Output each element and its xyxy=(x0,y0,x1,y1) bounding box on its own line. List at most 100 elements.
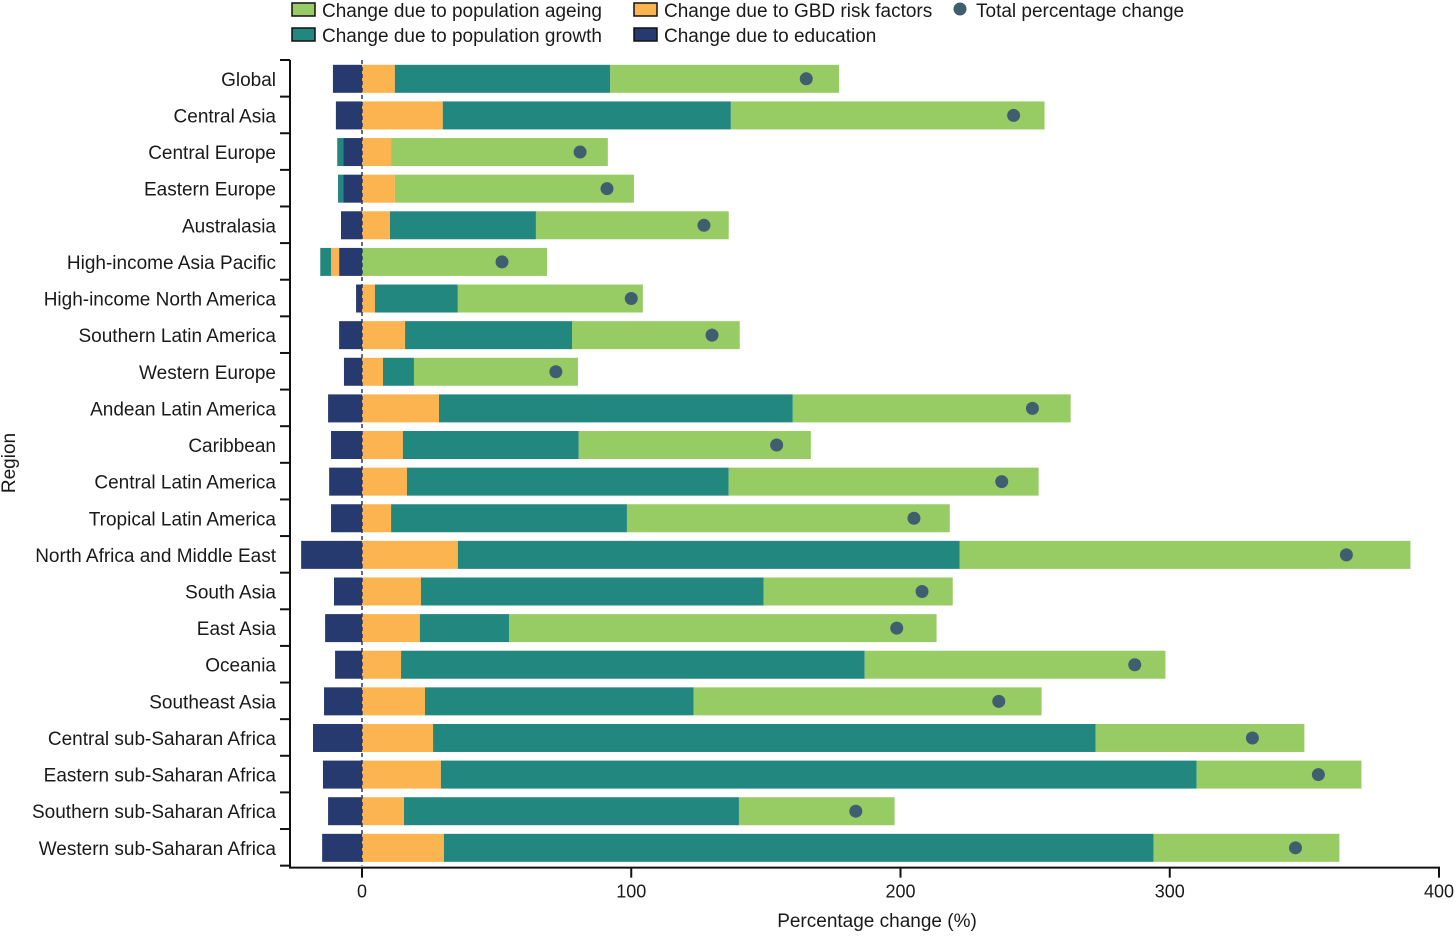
legend-label-gbd: Change due to GBD risk factors xyxy=(664,1,932,22)
bar-ageing xyxy=(457,284,643,313)
total-change-dot xyxy=(697,218,711,232)
x-axis-title: Percentage change (%) xyxy=(777,911,977,932)
category-label: Central sub-Saharan Africa xyxy=(48,729,277,750)
bar-growth xyxy=(401,650,865,679)
total-change-dot xyxy=(1025,401,1039,415)
bar-growth xyxy=(443,833,1154,862)
category-label: Global xyxy=(221,70,276,91)
bar-education xyxy=(329,467,362,496)
bar-gbd xyxy=(331,247,340,276)
bar-gbd xyxy=(362,504,392,533)
bar-gbd xyxy=(362,614,420,643)
bar-growth xyxy=(442,101,731,130)
total-change-dot xyxy=(849,804,863,818)
total-change-dot xyxy=(1245,731,1259,745)
bar-ageing xyxy=(792,394,1071,423)
bar-growth xyxy=(457,540,960,569)
bar-education xyxy=(325,614,362,643)
bar-growth xyxy=(390,211,536,240)
legend-label-education: Change due to education xyxy=(664,26,876,47)
legend-label-ageing: Change due to population ageing xyxy=(322,1,602,22)
bar-growth xyxy=(405,321,573,350)
total-change-dot xyxy=(770,438,784,452)
bar-education xyxy=(328,394,362,423)
total-change-dot xyxy=(1128,658,1142,672)
category-label: Oceania xyxy=(205,656,276,677)
bar-education xyxy=(328,797,362,826)
bar-ageing xyxy=(728,467,1039,496)
bar-gbd xyxy=(362,650,402,679)
legend-swatch-gbd xyxy=(633,2,658,17)
total-change-dot xyxy=(600,182,614,196)
bar-gbd xyxy=(362,467,407,496)
category-label: High-income North America xyxy=(44,290,277,311)
category-label: Eastern Europe xyxy=(144,180,276,201)
bar-gbd xyxy=(362,211,391,240)
total-change-dot xyxy=(907,511,921,525)
bar-education xyxy=(322,760,362,789)
bar-education xyxy=(324,687,362,716)
bar-education xyxy=(332,64,362,93)
category-label: Central Latin America xyxy=(94,473,276,494)
bar-ageing xyxy=(391,138,608,167)
bar-education xyxy=(343,174,362,203)
legend-label-total: Total percentage change xyxy=(976,1,1184,22)
bar-ageing xyxy=(626,504,950,533)
bar-ageing xyxy=(738,797,895,826)
category-label: Southern sub-Saharan Africa xyxy=(32,802,276,823)
bar-education xyxy=(301,540,362,569)
category-label: Southern Latin America xyxy=(78,326,276,347)
category-label: Western Europe xyxy=(139,363,276,384)
bar-education xyxy=(335,101,362,130)
total-change-dot xyxy=(495,255,509,269)
bar-gbd xyxy=(362,357,384,386)
bar-gbd xyxy=(362,174,395,203)
total-change-dot xyxy=(915,584,929,598)
legend-dot-icon xyxy=(953,2,967,16)
legend-swatch-education xyxy=(633,27,658,42)
category-label: Caribbean xyxy=(188,436,276,457)
bar-education xyxy=(340,211,362,240)
bar-ageing xyxy=(1196,760,1362,789)
bar-gbd xyxy=(362,760,441,789)
category-label: Western sub-Saharan Africa xyxy=(39,839,277,860)
bar-gbd xyxy=(362,431,403,460)
category-label: Tropical Latin America xyxy=(89,509,277,530)
category-label: Eastern sub-Saharan Africa xyxy=(44,766,277,787)
bar-gbd xyxy=(362,833,444,862)
total-change-dot xyxy=(1311,768,1325,782)
bar-education xyxy=(331,431,362,460)
bar-ageing xyxy=(864,650,1166,679)
bar-gbd xyxy=(362,284,375,313)
bar-growth xyxy=(320,247,332,276)
bar-growth xyxy=(383,357,414,386)
bar-growth xyxy=(338,174,344,203)
bar-education xyxy=(339,247,362,276)
bar-education xyxy=(356,284,362,313)
bar-education xyxy=(339,321,362,350)
bar-ageing xyxy=(362,247,547,276)
bar-growth xyxy=(402,431,579,460)
bar-gbd xyxy=(362,101,443,130)
total-change-dot xyxy=(890,621,904,635)
total-change-dot xyxy=(705,328,719,342)
bar-gbd xyxy=(362,797,405,826)
bar-ageing xyxy=(693,687,1042,716)
category-label: Andean Latin America xyxy=(90,399,276,420)
total-change-dot xyxy=(799,72,813,86)
bar-education xyxy=(312,723,362,752)
category-label: Central Asia xyxy=(174,106,277,127)
x-tick-label: 200 xyxy=(885,882,915,902)
bar-growth xyxy=(404,797,739,826)
total-change-dot xyxy=(624,292,638,306)
bar-ageing xyxy=(535,211,729,240)
bar-growth xyxy=(391,504,627,533)
legend-swatch-growth xyxy=(291,27,316,42)
bar-education xyxy=(343,357,362,386)
bar-ageing xyxy=(959,540,1411,569)
bar-ageing xyxy=(1095,723,1305,752)
category-label: Australasia xyxy=(182,216,276,237)
bar-growth xyxy=(374,284,458,313)
bar-education xyxy=(322,833,362,862)
